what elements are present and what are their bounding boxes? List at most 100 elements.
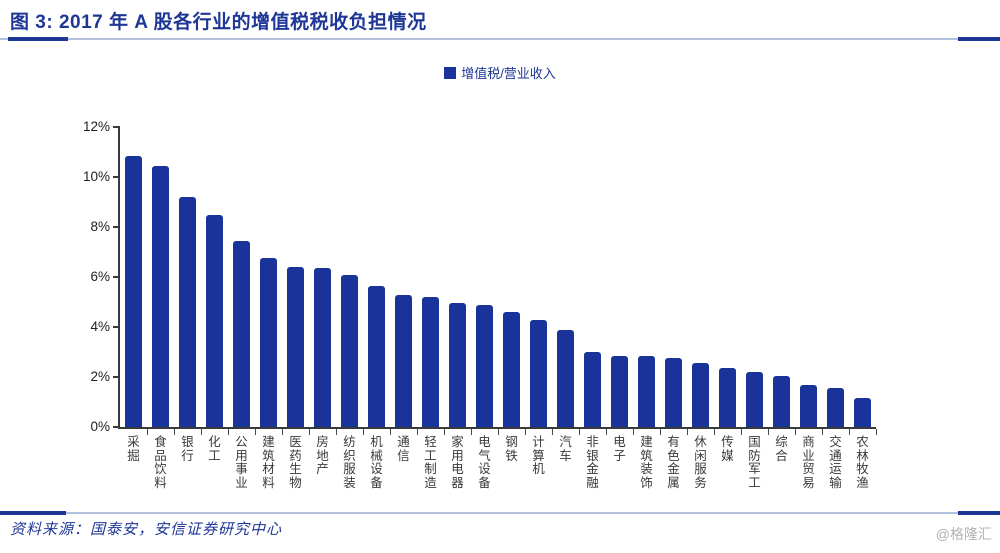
- x-axis-label: 电子: [613, 435, 626, 463]
- x-axis-label: 轻工制造: [424, 435, 437, 490]
- bar: [503, 312, 520, 427]
- bar-column: 纺织服装: [336, 127, 364, 489]
- bar: [341, 274, 358, 427]
- x-axis-label: 国防军工: [748, 435, 761, 490]
- x-axis-tick: [713, 429, 715, 435]
- y-axis-tick: [113, 376, 120, 378]
- x-axis-label: 汽车: [559, 435, 572, 463]
- x-axis-tick: [659, 429, 661, 435]
- bar: [260, 258, 277, 427]
- bar: [368, 285, 385, 427]
- x-axis-tick: [227, 429, 229, 435]
- x-axis-tick: [173, 429, 175, 435]
- x-axis-tick: [767, 429, 769, 435]
- footer-rule: [0, 511, 1000, 515]
- bar-column: 钢铁: [498, 127, 526, 462]
- x-axis-tick: [497, 429, 499, 435]
- bar: [233, 240, 250, 427]
- y-axis-tick-label: 2%: [90, 369, 110, 384]
- x-axis-label: 传媒: [721, 435, 734, 463]
- x-axis-tick: [740, 429, 742, 435]
- x-axis-tick: [848, 429, 850, 435]
- x-axis-label: 商业贸易: [802, 435, 815, 490]
- x-axis-tick: [362, 429, 364, 435]
- x-axis-tick: [416, 429, 418, 435]
- x-axis-label: 通信: [397, 435, 410, 463]
- bar: [692, 363, 709, 427]
- bar: [638, 355, 655, 427]
- x-axis-label: 非银金融: [586, 435, 599, 490]
- bar-column: 综合: [768, 127, 796, 462]
- y-axis-tick: [113, 226, 120, 228]
- bar-column: 化工: [201, 127, 229, 462]
- y-axis-tick: [113, 326, 120, 328]
- footer-rule-accent-right: [958, 511, 1000, 515]
- x-axis-label: 建筑材料: [262, 435, 275, 490]
- bar-column: 医药生物: [282, 127, 310, 489]
- x-axis-label: 家用电器: [451, 435, 464, 490]
- x-axis-label: 农林牧渔: [856, 435, 869, 490]
- bar-column: 建筑材料: [255, 127, 283, 489]
- bar: [476, 304, 493, 427]
- x-axis-tick: [632, 429, 634, 435]
- x-axis-label: 化工: [208, 435, 221, 463]
- bar: [665, 358, 682, 427]
- x-axis-tick: [146, 429, 148, 435]
- x-axis-label: 医药生物: [289, 435, 302, 490]
- x-axis-tick: [200, 429, 202, 435]
- bar-column: 公用事业: [228, 127, 256, 489]
- bar: [152, 165, 169, 427]
- y-axis-tick-label: 12%: [82, 119, 110, 134]
- bar: [584, 352, 601, 427]
- y-axis-tick-label: 6%: [90, 269, 110, 284]
- bar: [611, 355, 628, 427]
- bar-column: 国防军工: [741, 127, 769, 489]
- bar: [800, 384, 817, 427]
- bar-column: 传媒: [714, 127, 742, 462]
- bar: [854, 398, 871, 427]
- y-axis-tick: [113, 126, 120, 128]
- bar-column: 商业贸易: [795, 127, 823, 489]
- legend-label: 增值税/营业收入: [461, 66, 556, 81]
- y-axis-tick-label: 0%: [90, 419, 110, 434]
- y-axis-tick: [113, 176, 120, 178]
- plot-area: 0% 2% 4% 6% 8% 10% 12% 采掘 食品饮料 银行化工 公用事业 建筑材料 医药生物 房地…: [83, 119, 877, 489]
- title-rule-accent-left: [8, 37, 68, 41]
- x-axis-tick: [605, 429, 607, 435]
- bar-column: 食品饮料: [147, 127, 175, 489]
- bar-column: 机械设备: [363, 127, 391, 489]
- x-axis-tick: [335, 429, 337, 435]
- x-axis-tick: [281, 429, 283, 435]
- bar: [314, 268, 331, 427]
- x-axis-tick: [821, 429, 823, 435]
- x-axis-tick: [578, 429, 580, 435]
- x-axis-tick: [551, 429, 553, 435]
- x-axis-label: 公用事业: [235, 435, 248, 490]
- bar-column: 农林牧渔: [849, 127, 877, 489]
- bar: [179, 197, 196, 427]
- bar: [746, 372, 763, 427]
- bar: [530, 319, 547, 427]
- x-axis-label: 纺织服装: [343, 435, 356, 490]
- bar-column: 计算机: [525, 127, 553, 476]
- x-axis-label: 建筑装饰: [640, 435, 653, 490]
- x-axis-label: 银行: [181, 435, 194, 463]
- legend-row: 增值税/营业收入: [0, 63, 1000, 84]
- bar: [719, 368, 736, 427]
- bar-column: 电子: [606, 127, 634, 462]
- bar-column: 建筑装饰: [633, 127, 661, 489]
- x-axis-tick: [254, 429, 256, 435]
- x-axis-label: 机械设备: [370, 435, 383, 490]
- x-axis-label: 房地产: [316, 435, 329, 476]
- bar: [287, 267, 304, 427]
- bar-column: 银行: [174, 127, 202, 462]
- y-axis-tick-label: 8%: [90, 219, 110, 234]
- bar-column: 通信: [390, 127, 418, 462]
- bar-column: 采掘: [120, 127, 148, 462]
- footer-rule-accent-left: [0, 511, 66, 515]
- x-axis-tick: [389, 429, 391, 435]
- x-axis-tick: [470, 429, 472, 435]
- legend-swatch-icon: [444, 66, 457, 79]
- x-axis-tick: [443, 429, 445, 435]
- x-axis-tick: [794, 429, 796, 435]
